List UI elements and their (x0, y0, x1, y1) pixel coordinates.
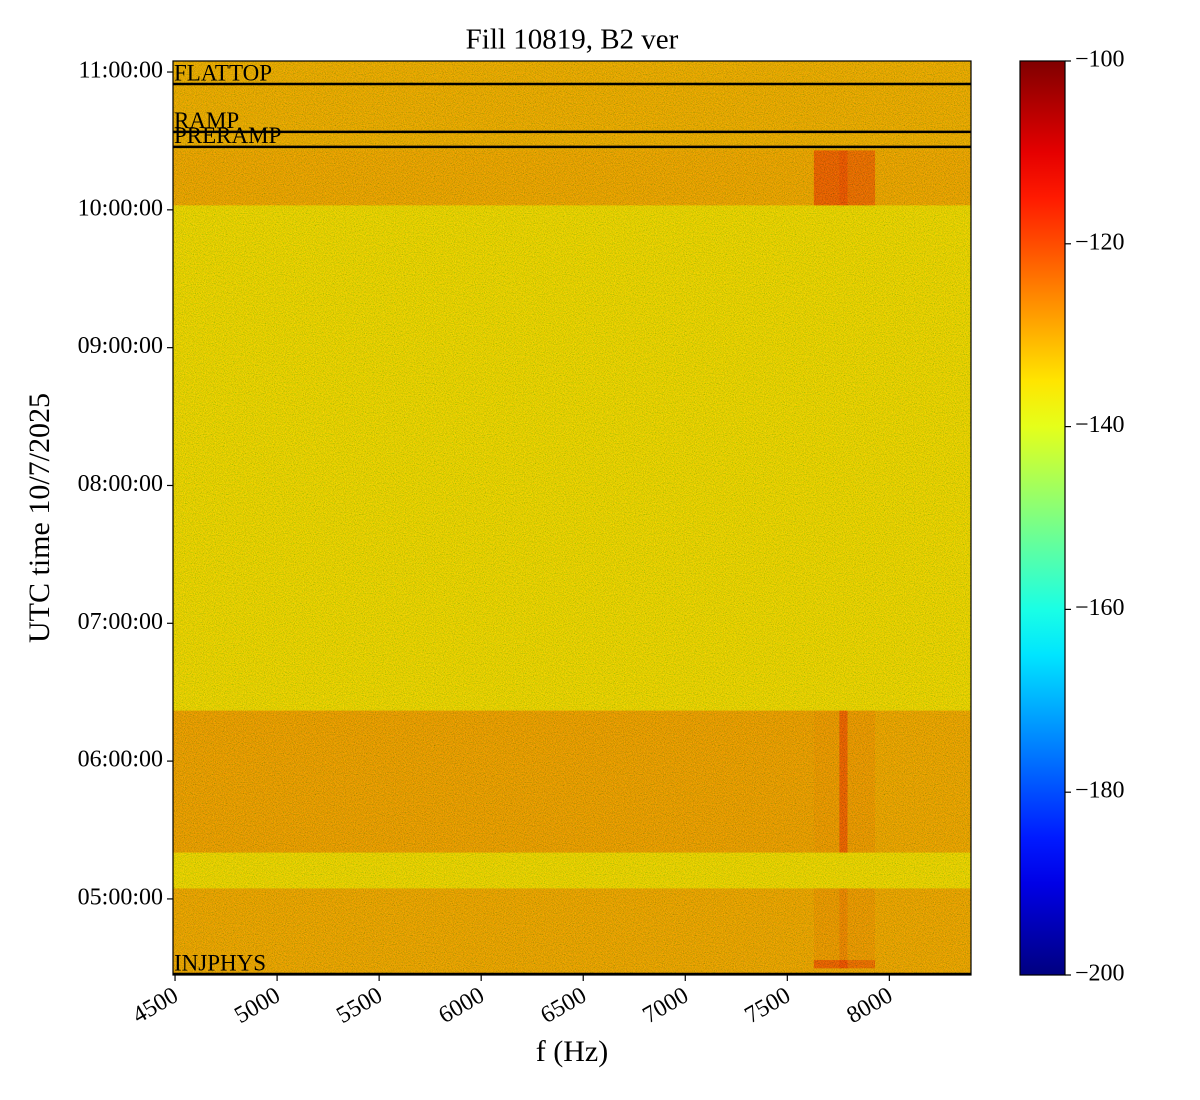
colorbar-tick-label: −140 (1075, 412, 1125, 438)
y-tick-label: 05:00:00 (78, 884, 163, 910)
plot-frame (172, 60, 972, 976)
x-tick-label: 6000 (434, 982, 489, 1029)
colorbar-tick-label: −200 (1075, 961, 1125, 987)
y-tick-label: 06:00:00 (78, 747, 163, 773)
x-tick-label: 5000 (230, 982, 285, 1029)
x-axis-label: f (Hz) (536, 1035, 608, 1068)
y-tick-label: 09:00:00 (78, 333, 163, 359)
x-tick-label: 7000 (638, 982, 693, 1029)
y-tick-label: 08:00:00 (78, 471, 163, 497)
y-tick-label: 07:00:00 (78, 609, 163, 635)
colorbar (1019, 60, 1066, 976)
event-label: PRERAMP (174, 123, 281, 148)
x-tick-label: 6500 (536, 982, 591, 1029)
colorbar-tick-label: −160 (1075, 595, 1125, 621)
x-tick-label: 8000 (843, 982, 898, 1029)
colorbar-tick-label: −120 (1075, 229, 1125, 255)
y-tick-label: 11:00:00 (79, 58, 163, 84)
x-tick-label: 4500 (128, 982, 183, 1029)
event-label: RAMP (174, 108, 239, 133)
event-label: FLATTOP (174, 60, 272, 85)
y-tick-label: 10:00:00 (78, 195, 163, 221)
y-axis-label: UTC time 10/7/2025 (23, 393, 56, 643)
colorbar-tick-label: −100 (1075, 47, 1125, 73)
colorbar-tick-label: −180 (1075, 778, 1125, 804)
chart-title: Fill 10819, B2 ver (466, 24, 679, 56)
event-label: INJPHYS (174, 950, 266, 975)
noise-texture (173, 61, 971, 975)
x-tick-label: 5500 (332, 982, 387, 1029)
x-tick-label: 7500 (740, 982, 795, 1029)
